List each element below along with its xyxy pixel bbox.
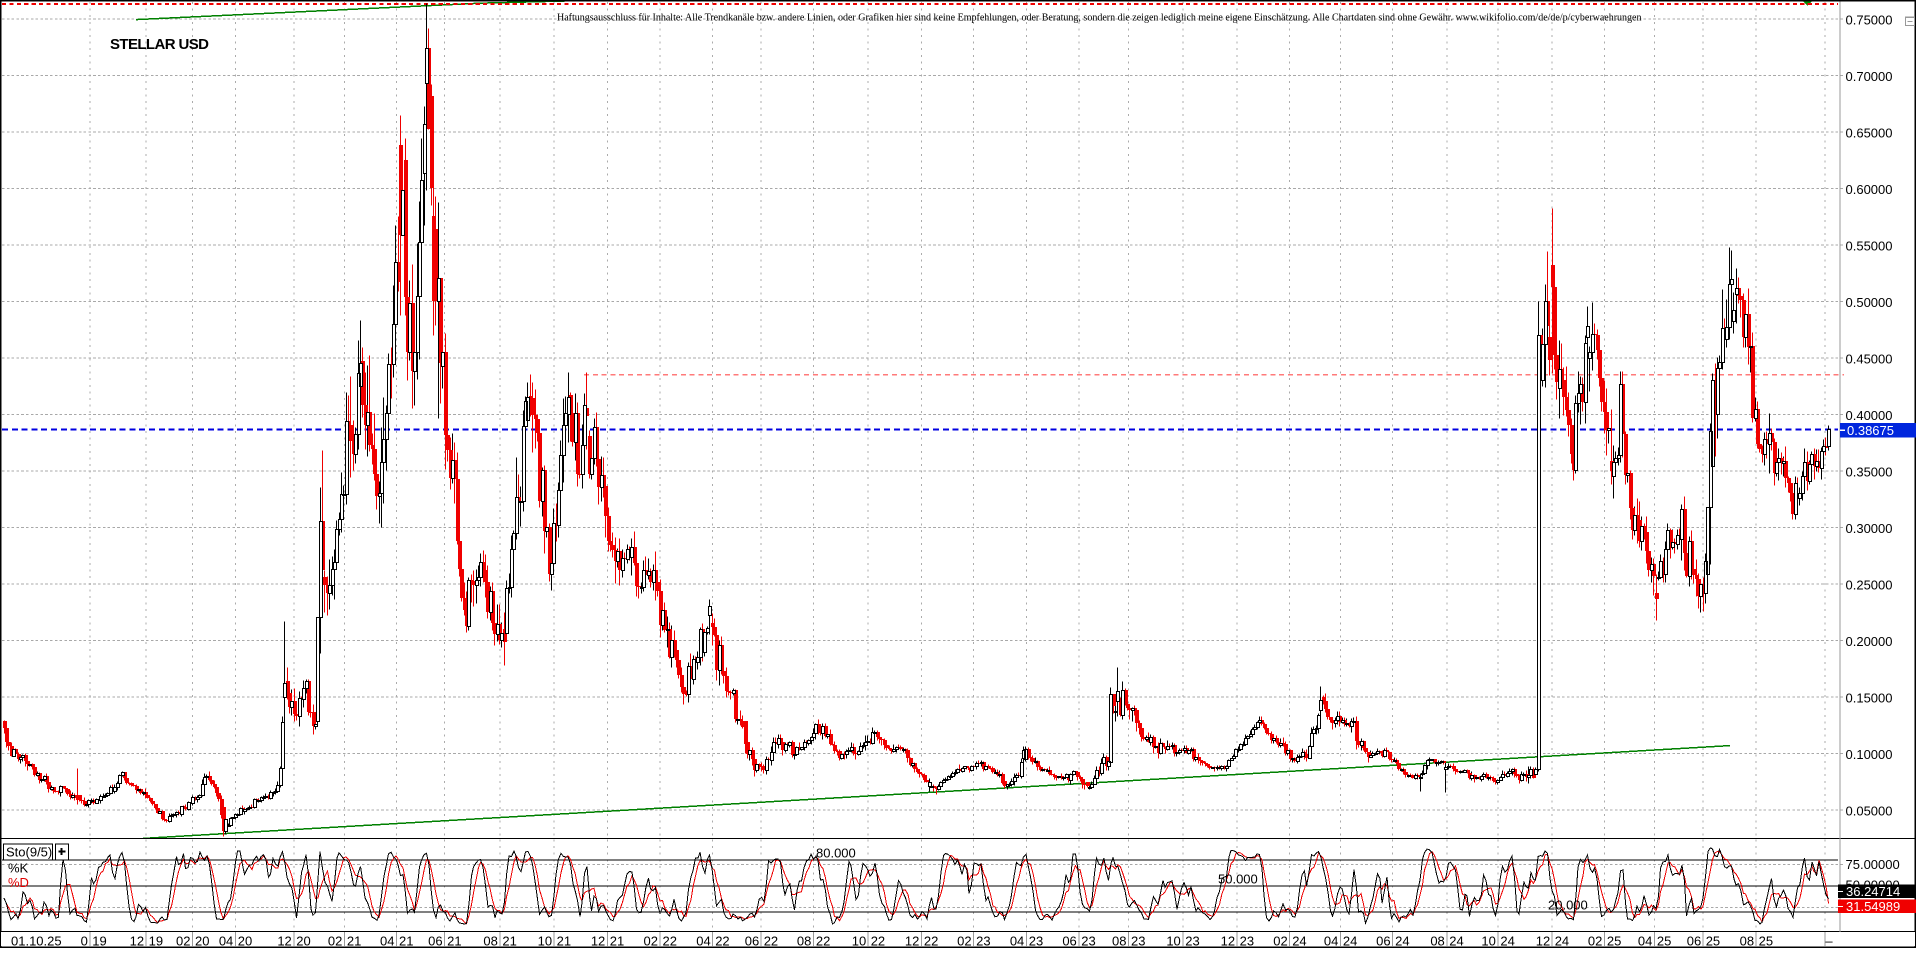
- svg-text:08: 08: [1112, 934, 1126, 948]
- svg-text:12: 12: [591, 934, 605, 948]
- svg-text:0.35000: 0.35000: [1846, 465, 1893, 480]
- svg-text:24: 24: [1555, 934, 1569, 948]
- svg-text:04: 04: [380, 934, 394, 948]
- svg-text:0.25000: 0.25000: [1846, 578, 1893, 593]
- svg-text:25: 25: [1607, 934, 1621, 948]
- svg-text:0.75000: 0.75000: [1846, 13, 1893, 28]
- svg-text:25: 25: [1706, 934, 1720, 948]
- svg-text:21: 21: [447, 934, 461, 948]
- svg-text:21: 21: [347, 934, 361, 948]
- svg-text:04: 04: [1324, 934, 1338, 948]
- svg-text:24: 24: [1395, 934, 1409, 948]
- svg-text:12: 12: [130, 934, 144, 948]
- svg-text:02: 02: [1273, 934, 1287, 948]
- svg-text:22: 22: [871, 934, 885, 948]
- svg-text:Sto(9/5): Sto(9/5): [6, 845, 52, 860]
- svg-text:23: 23: [1131, 934, 1145, 948]
- svg-text:0.45000: 0.45000: [1846, 352, 1893, 367]
- svg-text:0.60000: 0.60000: [1846, 182, 1893, 197]
- svg-text:02: 02: [1588, 934, 1602, 948]
- svg-text:0.15000: 0.15000: [1846, 691, 1893, 706]
- svg-text:04: 04: [219, 934, 233, 948]
- svg-text:36.24714: 36.24714: [1846, 884, 1900, 899]
- svg-text:21: 21: [399, 934, 413, 948]
- svg-text:10: 10: [1481, 934, 1495, 948]
- svg-text:21: 21: [610, 934, 624, 948]
- svg-text:10: 10: [852, 934, 866, 948]
- svg-text:12: 12: [277, 934, 291, 948]
- svg-text:–: –: [1825, 934, 1833, 948]
- svg-text:0.50000: 0.50000: [1846, 295, 1893, 310]
- svg-text:08: 08: [1740, 934, 1754, 948]
- svg-text:0.55000: 0.55000: [1846, 239, 1893, 254]
- svg-text:02: 02: [176, 934, 190, 948]
- svg-text:02: 02: [644, 934, 658, 948]
- svg-text:06: 06: [428, 934, 442, 948]
- svg-text:24: 24: [1500, 934, 1514, 948]
- svg-text:01.10.25: 01.10.25: [11, 934, 62, 948]
- svg-text:80.000: 80.000: [816, 846, 856, 861]
- svg-text:22: 22: [924, 934, 938, 948]
- svg-text:23: 23: [1029, 934, 1043, 948]
- svg-text:22: 22: [764, 934, 778, 948]
- svg-text:0.20000: 0.20000: [1846, 634, 1893, 649]
- svg-text:02: 02: [328, 934, 342, 948]
- svg-text:20: 20: [238, 934, 252, 948]
- svg-text:24: 24: [1343, 934, 1357, 948]
- svg-text:08: 08: [483, 934, 497, 948]
- svg-text:08: 08: [797, 934, 811, 948]
- svg-text:24: 24: [1449, 934, 1463, 948]
- svg-text:06: 06: [1376, 934, 1390, 948]
- svg-text:04: 04: [1010, 934, 1024, 948]
- svg-text:0.05000: 0.05000: [1846, 804, 1893, 819]
- svg-text:19: 19: [149, 934, 163, 948]
- svg-text:20: 20: [195, 934, 209, 948]
- svg-text:10: 10: [1166, 934, 1180, 948]
- svg-text:12: 12: [1536, 934, 1550, 948]
- svg-text:22: 22: [663, 934, 677, 948]
- svg-text:0.65000: 0.65000: [1846, 126, 1893, 141]
- svg-text:12: 12: [905, 934, 919, 948]
- svg-text:12: 12: [1221, 934, 1235, 948]
- svg-text:STELLAR USD: STELLAR USD: [110, 36, 209, 53]
- svg-text:04: 04: [1638, 934, 1652, 948]
- svg-text:06: 06: [1062, 934, 1076, 948]
- svg-text:75.00000: 75.00000: [1846, 857, 1900, 872]
- svg-text:20: 20: [296, 934, 310, 948]
- svg-text:22: 22: [715, 934, 729, 948]
- svg-text:25: 25: [1759, 934, 1773, 948]
- svg-text:06: 06: [745, 934, 759, 948]
- svg-text:0.70000: 0.70000: [1846, 69, 1893, 84]
- svg-text:06: 06: [1687, 934, 1701, 948]
- svg-text:%D: %D: [8, 875, 29, 890]
- svg-text:04: 04: [696, 934, 710, 948]
- svg-text:0.38675: 0.38675: [1847, 423, 1894, 438]
- svg-text:20.000: 20.000: [1548, 898, 1588, 913]
- svg-text:0.30000: 0.30000: [1846, 521, 1893, 536]
- svg-text:50.000: 50.000: [1218, 872, 1258, 887]
- svg-text:0: 0: [81, 934, 88, 948]
- svg-text:02: 02: [957, 934, 971, 948]
- svg-text:0.40000: 0.40000: [1846, 408, 1893, 423]
- svg-text:21: 21: [557, 934, 571, 948]
- svg-text:Haftungsausschluss für Inhalte: Haftungsausschluss für Inhalte: Alle Tre…: [557, 13, 1642, 24]
- svg-text:23: 23: [1240, 934, 1254, 948]
- svg-text:25: 25: [1657, 934, 1671, 948]
- svg-text:08: 08: [1430, 934, 1444, 948]
- svg-text:24: 24: [1292, 934, 1306, 948]
- svg-text:19: 19: [92, 934, 106, 948]
- svg-text:23: 23: [976, 934, 990, 948]
- svg-text:10: 10: [538, 934, 552, 948]
- svg-text:23: 23: [1081, 934, 1095, 948]
- svg-text:0.10000: 0.10000: [1846, 747, 1893, 762]
- svg-text:31.54989: 31.54989: [1846, 899, 1900, 914]
- svg-text:21: 21: [502, 934, 516, 948]
- svg-text:%K: %K: [8, 860, 29, 875]
- svg-text:23: 23: [1185, 934, 1199, 948]
- svg-text:22: 22: [816, 934, 830, 948]
